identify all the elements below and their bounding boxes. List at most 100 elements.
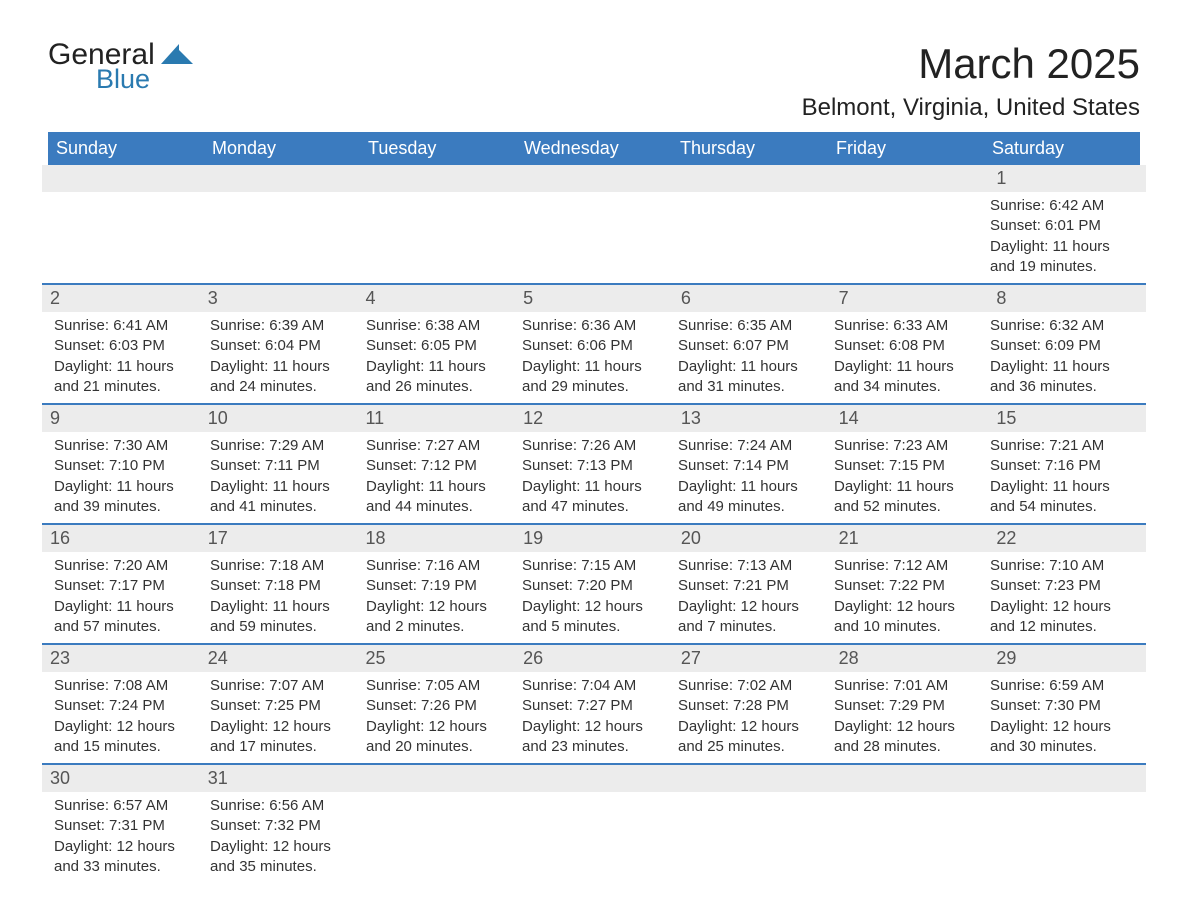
sunset-line: Sunset: 7:12 PM: [366, 456, 510, 476]
dow-monday: Monday: [204, 132, 360, 165]
day-cell: Sunrise: 7:12 AMSunset: 7:22 PMDaylight:…: [828, 556, 984, 643]
sunrise-line: Sunrise: 7:12 AM: [834, 556, 978, 576]
sunset-line: Sunset: 7:14 PM: [678, 456, 822, 476]
sunrise-line: Sunrise: 7:04 AM: [522, 676, 666, 696]
day-number: 3: [200, 285, 358, 312]
sunrise-line: Sunrise: 7:24 AM: [678, 436, 822, 456]
week-row: Sunrise: 6:57 AMSunset: 7:31 PMDaylight:…: [48, 796, 1140, 883]
daylight-line: Daylight: 11 hours and 59 minutes.: [210, 597, 354, 638]
day-cell: [360, 196, 516, 283]
week-row: Sunrise: 7:08 AMSunset: 7:24 PMDaylight:…: [48, 676, 1140, 763]
day-number: [673, 165, 831, 192]
day-cell: [204, 196, 360, 283]
daylight-line: Daylight: 12 hours and 2 minutes.: [366, 597, 510, 638]
day-cell: Sunrise: 7:30 AMSunset: 7:10 PMDaylight:…: [48, 436, 204, 523]
day-number: 14: [831, 405, 989, 432]
sunset-line: Sunset: 7:31 PM: [54, 816, 198, 836]
daylight-line: Daylight: 12 hours and 25 minutes.: [678, 717, 822, 758]
sunrise-line: Sunrise: 7:20 AM: [54, 556, 198, 576]
daynum-row: 2345678: [42, 283, 1146, 312]
day-cell: Sunrise: 7:05 AMSunset: 7:26 PMDaylight:…: [360, 676, 516, 763]
daylight-line: Daylight: 12 hours and 10 minutes.: [834, 597, 978, 638]
header: General Blue March 2025 Belmont, Virgini…: [48, 40, 1140, 122]
daylight-line: Daylight: 12 hours and 12 minutes.: [990, 597, 1134, 638]
sunset-line: Sunset: 6:08 PM: [834, 336, 978, 356]
day-number: [515, 165, 673, 192]
day-number: 2: [42, 285, 200, 312]
daylight-line: Daylight: 12 hours and 17 minutes.: [210, 717, 354, 758]
day-number: 25: [357, 645, 515, 672]
daynum-row: 9101112131415: [42, 403, 1146, 432]
day-cell: Sunrise: 7:08 AMSunset: 7:24 PMDaylight:…: [48, 676, 204, 763]
day-number: 31: [200, 765, 358, 792]
day-cell: [984, 796, 1140, 883]
sunset-line: Sunset: 7:20 PM: [522, 576, 666, 596]
sunset-line: Sunset: 7:21 PM: [678, 576, 822, 596]
sunrise-line: Sunrise: 7:23 AM: [834, 436, 978, 456]
daylight-line: Daylight: 12 hours and 7 minutes.: [678, 597, 822, 638]
sunrise-line: Sunrise: 6:56 AM: [210, 796, 354, 816]
sunrise-line: Sunrise: 7:10 AM: [990, 556, 1134, 576]
day-cell: Sunrise: 7:02 AMSunset: 7:28 PMDaylight:…: [672, 676, 828, 763]
sunrise-line: Sunrise: 6:38 AM: [366, 316, 510, 336]
daynum-row: 3031: [42, 763, 1146, 792]
day-cell: Sunrise: 6:35 AMSunset: 6:07 PMDaylight:…: [672, 316, 828, 403]
sunset-line: Sunset: 7:25 PM: [210, 696, 354, 716]
daynum-row: 23242526272829: [42, 643, 1146, 672]
dow-wednesday: Wednesday: [516, 132, 672, 165]
sunset-line: Sunset: 7:11 PM: [210, 456, 354, 476]
day-cell: [516, 796, 672, 883]
daylight-line: Daylight: 11 hours and 26 minutes.: [366, 357, 510, 398]
day-number: 1: [988, 165, 1146, 192]
daylight-line: Daylight: 12 hours and 30 minutes.: [990, 717, 1134, 758]
sunset-line: Sunset: 6:07 PM: [678, 336, 822, 356]
day-number: [515, 765, 673, 792]
sunset-line: Sunset: 7:15 PM: [834, 456, 978, 476]
page-title: March 2025: [802, 40, 1140, 88]
day-cell: Sunrise: 7:18 AMSunset: 7:18 PMDaylight:…: [204, 556, 360, 643]
daylight-line: Daylight: 11 hours and 44 minutes.: [366, 477, 510, 518]
day-cell: Sunrise: 7:21 AMSunset: 7:16 PMDaylight:…: [984, 436, 1140, 523]
day-cell: Sunrise: 6:32 AMSunset: 6:09 PMDaylight:…: [984, 316, 1140, 403]
day-number: 13: [673, 405, 831, 432]
day-number: 24: [200, 645, 358, 672]
sunset-line: Sunset: 7:26 PM: [366, 696, 510, 716]
day-number: [988, 765, 1146, 792]
daylight-line: Daylight: 11 hours and 57 minutes.: [54, 597, 198, 638]
day-number: [42, 165, 200, 192]
day-number: 8: [988, 285, 1146, 312]
daylight-line: Daylight: 12 hours and 15 minutes.: [54, 717, 198, 758]
daylight-line: Daylight: 11 hours and 41 minutes.: [210, 477, 354, 518]
sunset-line: Sunset: 6:05 PM: [366, 336, 510, 356]
sunrise-line: Sunrise: 7:29 AM: [210, 436, 354, 456]
daylight-line: Daylight: 12 hours and 35 minutes.: [210, 837, 354, 878]
day-cell: Sunrise: 7:01 AMSunset: 7:29 PMDaylight:…: [828, 676, 984, 763]
daylight-line: Daylight: 11 hours and 21 minutes.: [54, 357, 198, 398]
logo-shape-icon: [161, 44, 193, 69]
sunrise-line: Sunrise: 6:32 AM: [990, 316, 1134, 336]
day-number: 15: [988, 405, 1146, 432]
daylight-line: Daylight: 12 hours and 28 minutes.: [834, 717, 978, 758]
day-number: 16: [42, 525, 200, 552]
sunset-line: Sunset: 7:22 PM: [834, 576, 978, 596]
sunrise-line: Sunrise: 7:18 AM: [210, 556, 354, 576]
location: Belmont, Virginia, United States: [802, 94, 1140, 122]
day-number: 18: [357, 525, 515, 552]
calendar-header-row: Sunday Monday Tuesday Wednesday Thursday…: [48, 132, 1140, 165]
daynum-row: 16171819202122: [42, 523, 1146, 552]
day-number: 5: [515, 285, 673, 312]
dow-friday: Friday: [828, 132, 984, 165]
day-cell: Sunrise: 6:41 AMSunset: 6:03 PMDaylight:…: [48, 316, 204, 403]
day-cell: Sunrise: 7:29 AMSunset: 7:11 PMDaylight:…: [204, 436, 360, 523]
day-number: 28: [831, 645, 989, 672]
day-number: 10: [200, 405, 358, 432]
day-cell: [672, 796, 828, 883]
daylight-line: Daylight: 12 hours and 33 minutes.: [54, 837, 198, 878]
daylight-line: Daylight: 11 hours and 24 minutes.: [210, 357, 354, 398]
sunset-line: Sunset: 7:18 PM: [210, 576, 354, 596]
day-number: 19: [515, 525, 673, 552]
day-cell: Sunrise: 7:07 AMSunset: 7:25 PMDaylight:…: [204, 676, 360, 763]
day-number: 23: [42, 645, 200, 672]
day-number: [831, 765, 989, 792]
daylight-line: Daylight: 11 hours and 47 minutes.: [522, 477, 666, 518]
